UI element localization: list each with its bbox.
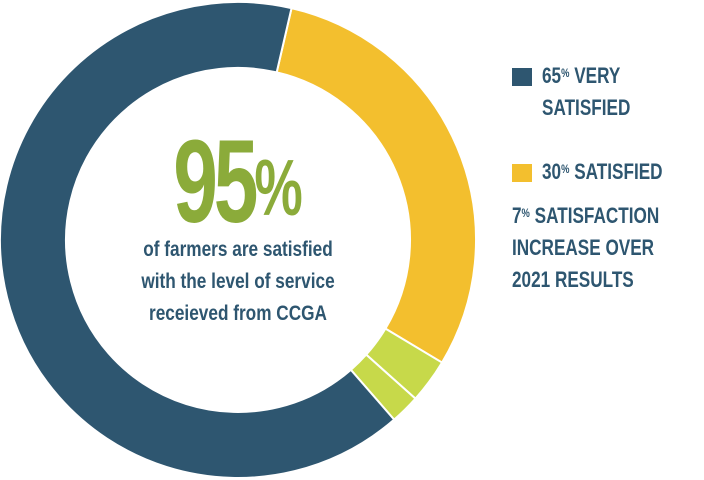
center-label: 95% of farmers are satisfied with the le… <box>68 123 408 330</box>
legend-text-very-satisfied-2: SATISFIED <box>542 95 631 120</box>
center-text-line-3: receieved from CCGA <box>148 302 327 325</box>
legend-swatch-satisfied <box>512 164 532 182</box>
satisfaction-increase-note: 7% SATISFACTION INCREASE OVER 2021 RESUL… <box>512 200 702 296</box>
center-percentage: 95% <box>122 123 353 241</box>
note-line-1: 7% SATISFACTION <box>512 200 660 232</box>
legend: 65% VERY SATISFIED 30% SATISFIED 7% SATI… <box>512 60 702 296</box>
center-text-line-2: with the level of service <box>141 270 335 293</box>
note-text-1: SATISFACTION <box>534 203 660 228</box>
legend-suffix-very-satisfied: % <box>561 66 570 80</box>
slice-very-satisfied <box>0 1 396 479</box>
legend-text-very-satisfied-1: VERY <box>574 63 621 88</box>
legend-value-satisfied: 30 <box>542 159 562 184</box>
legend-item-very-satisfied: 65% VERY SATISFIED <box>512 60 702 124</box>
center-value-suffix: % <box>254 143 303 232</box>
slice-satisfied <box>275 6 477 364</box>
note-line-2: INCREASE OVER <box>512 235 655 260</box>
legend-label-satisfied: 30% SATISFIED <box>542 156 667 188</box>
center-description: of farmers are satisfied with the level … <box>68 234 408 330</box>
center-value: 95 <box>173 116 258 248</box>
legend-text-satisfied: SATISFIED <box>574 159 663 184</box>
center-text-line-1: of farmers are satisfied <box>143 238 333 261</box>
legend-label-very-satisfied: 65% VERY SATISFIED <box>542 60 667 124</box>
note-suffix: % <box>521 206 530 220</box>
legend-value-very-satisfied: 65 <box>542 63 562 88</box>
legend-item-satisfied: 30% SATISFIED <box>512 156 702 188</box>
legend-suffix-satisfied: % <box>561 162 570 176</box>
note-line-3: 2021 RESULTS <box>512 267 634 292</box>
legend-swatch-very-satisfied <box>512 68 532 86</box>
note-value: 7 <box>512 203 522 228</box>
